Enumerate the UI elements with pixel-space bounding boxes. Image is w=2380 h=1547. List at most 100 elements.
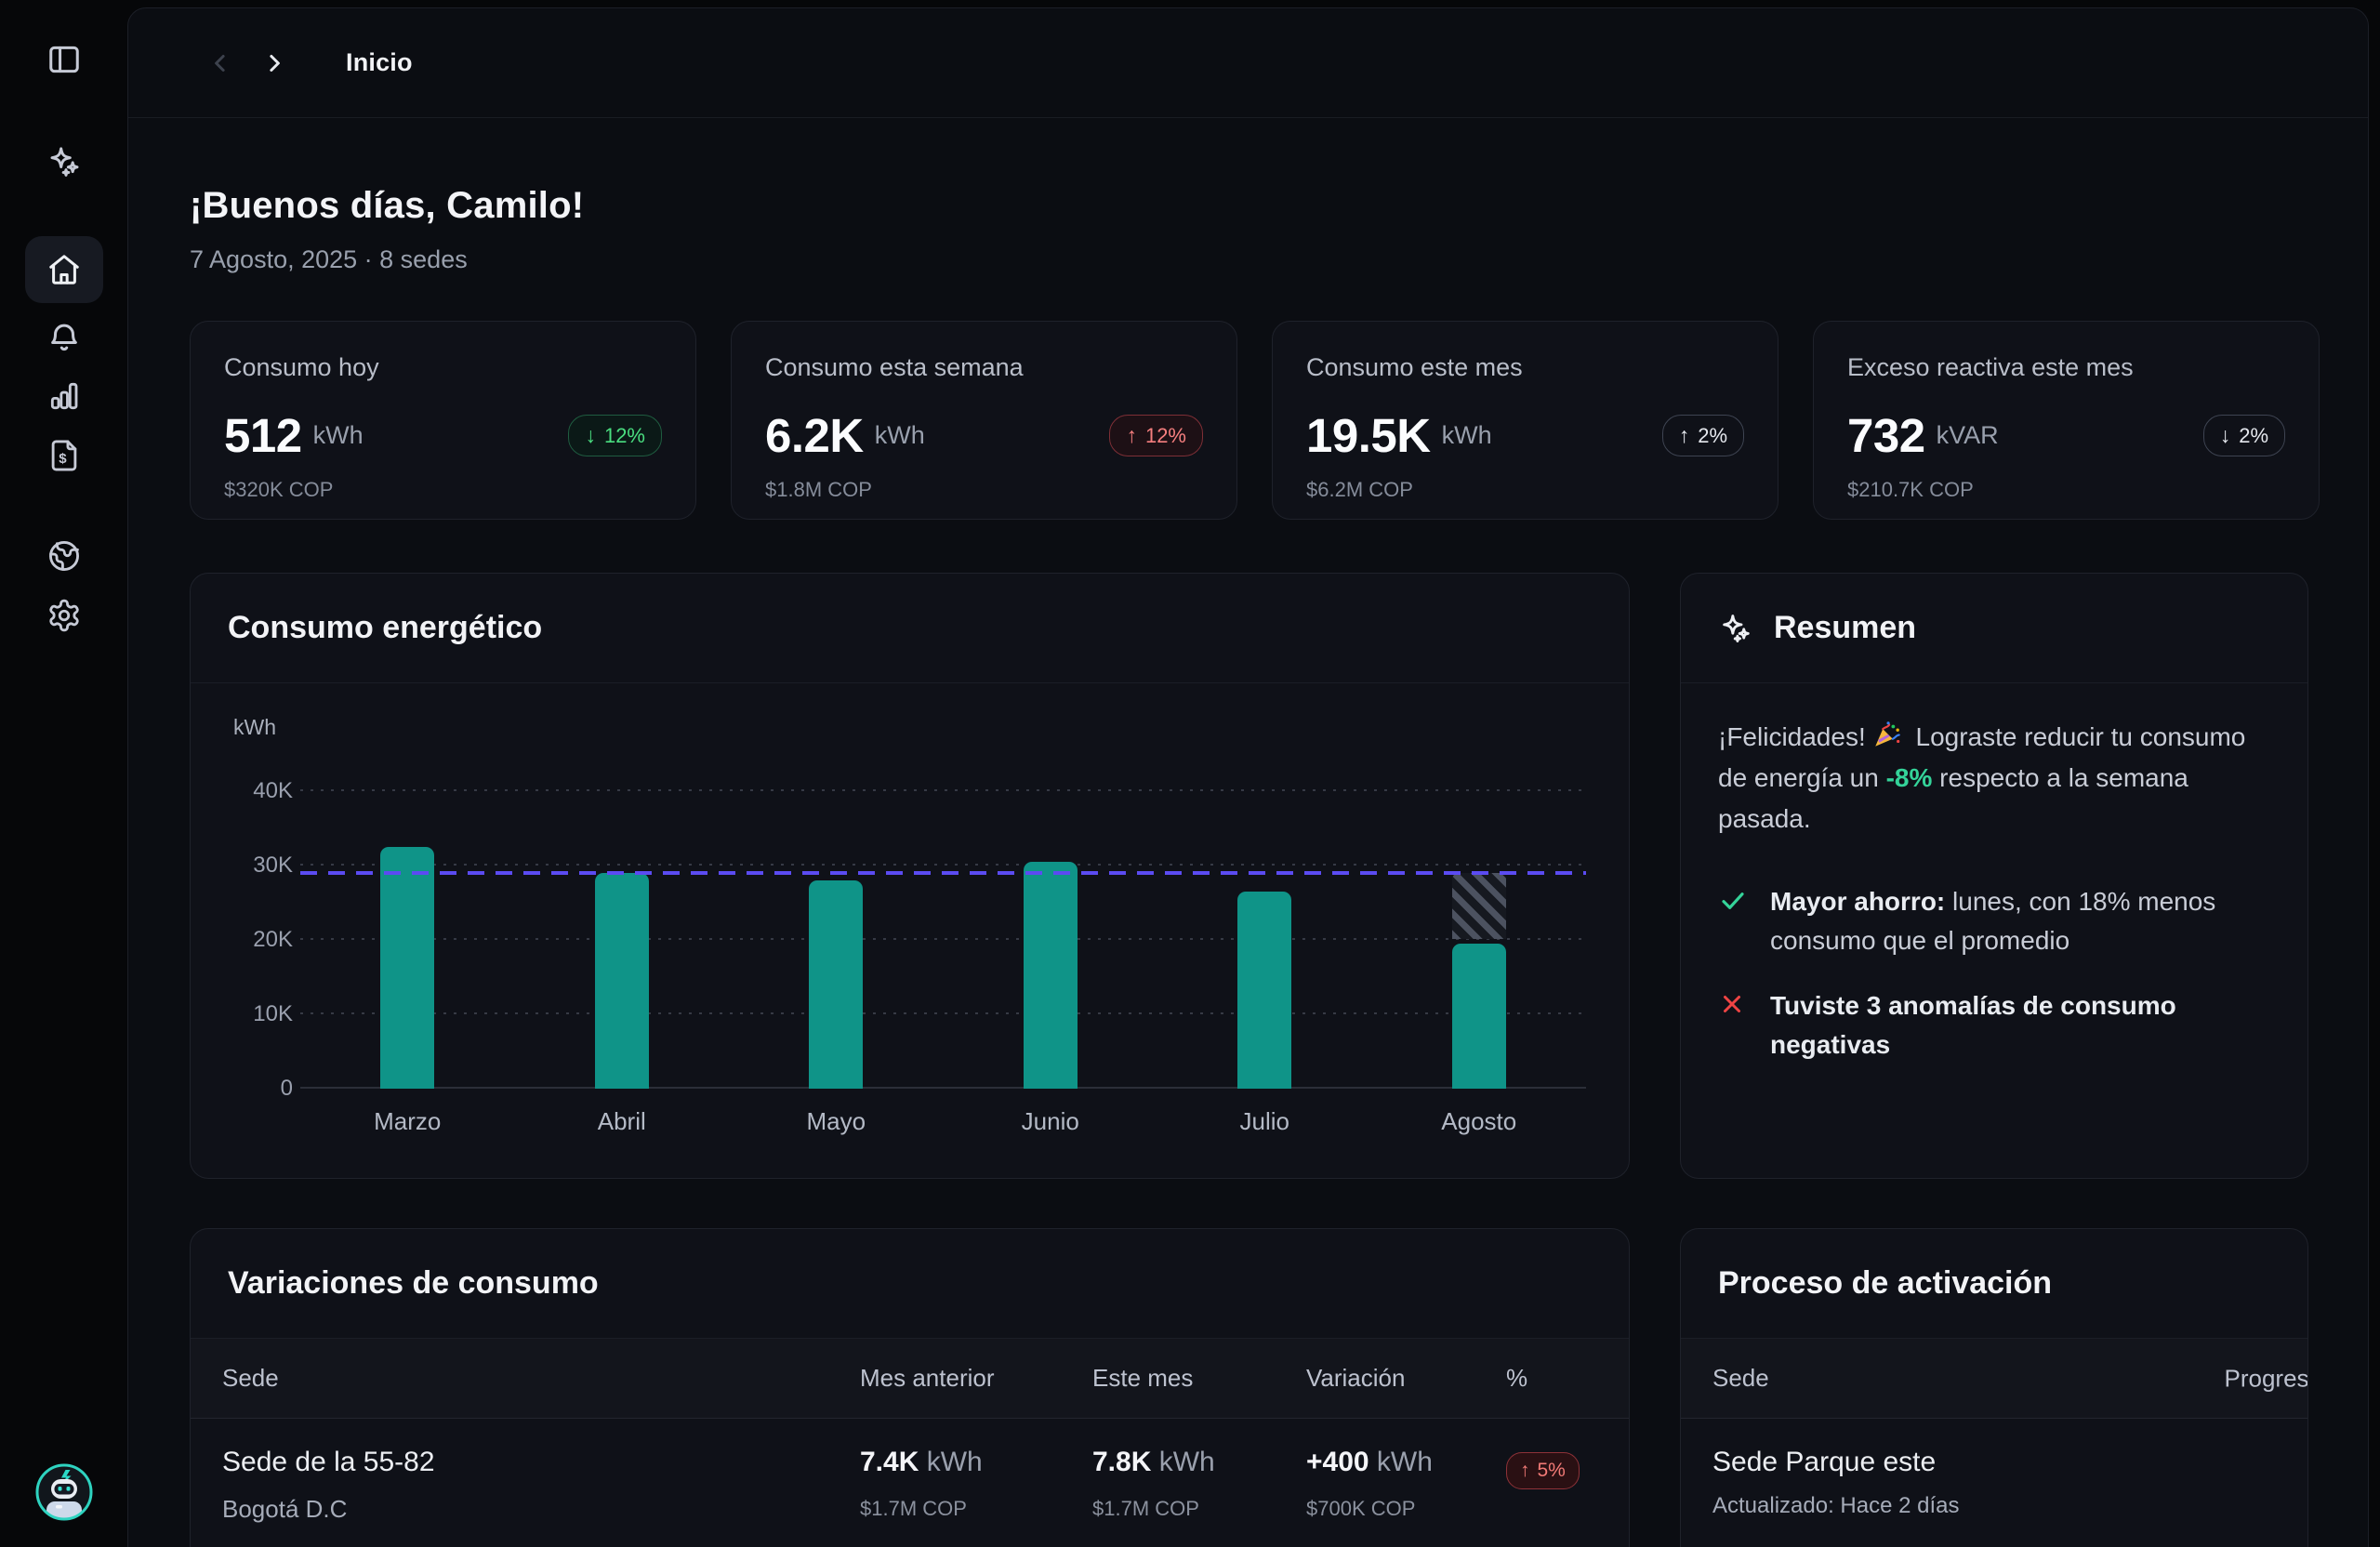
y-tick-label: 10K [253,1001,293,1026]
bar-slot-junio[interactable] [944,717,1158,1089]
trend-badge: ↑ 12% [1109,415,1203,456]
chart-title: Consumo energético [191,574,1629,683]
sidebar-item-billing[interactable]: $ [42,433,86,478]
bar-marzo [380,847,435,1089]
chart-x-axis-labels: Marzo Abril Mayo Junio Julio Agosto [300,1107,1586,1136]
sede-name: Sede de la 55-82 [222,1447,435,1477]
x-tick-label: Mayo [806,1107,866,1135]
bar-slot-agosto[interactable] [1372,717,1587,1089]
variation-badge: ↑ 5% [1506,1452,1580,1489]
kpi-value: 512 [224,409,302,462]
x-axis-line [300,1087,1586,1089]
party-popper-icon [1871,719,1903,750]
kpi-cost: $210.7K COP [1847,478,1974,501]
bar-slot-julio[interactable] [1157,717,1372,1089]
col-sede: Sede [1712,1364,1769,1392]
summary-title: Resumen [1774,610,1917,645]
kpi-cost: $1.8M COP [765,478,872,501]
home-icon [48,255,79,284]
invoice-icon: $ [51,440,76,471]
kpi-title: Consumo esta semana [765,353,1024,381]
kpi-card-consumo-hoy: Consumo hoy 512 kWh ↓ 12% $320K COP [190,321,696,520]
gridline [300,1012,1586,1014]
user-avatar[interactable] [33,1461,95,1523]
globe-icon [48,541,79,571]
y-tick-label: 40K [253,778,293,803]
sidebar-item-sites[interactable] [42,534,86,578]
bar-slot-mayo[interactable] [729,717,944,1089]
sidebar-item-settings[interactable] [42,593,86,638]
gridline [300,864,1586,866]
sidebar: $ [0,0,127,1547]
kpi-title: Consumo hoy [224,353,379,381]
highlight-percent: -8% [1885,763,1933,792]
trend-badge: ↑ 2% [1661,415,1744,456]
content-panel: Inicio ¡Buenos días, Camilo! 7 Agosto, 2… [127,7,2369,1547]
arrow-down-icon: ↓ [585,423,596,447]
gridline [300,938,1586,940]
bar-slot-marzo[interactable] [300,717,515,1089]
sede-city: Bogotá D.C [222,1495,348,1523]
sidebar-item-notifications[interactable] [42,314,86,359]
sidebar-toggle-button[interactable] [42,37,86,82]
kpi-value: 732 [1847,409,1925,462]
activation-table-header: Sede Progreso [1681,1339,2307,1419]
kpi-unit: kVAR [1936,421,1999,449]
bar-abril [594,873,649,1089]
kpi-unit: kWh [312,421,364,449]
gridline [300,789,1586,791]
col-porcentaje: % [1506,1364,1528,1392]
summary-paragraph: ¡Felicidades! Lograste reducir tu consum… [1718,717,2270,840]
sidebar-item-assistant[interactable] [42,139,86,184]
robot-avatar-icon [35,1463,92,1521]
x-tick-label: Agosto [1441,1107,1517,1135]
kpi-cost: $6.2M COP [1306,478,1413,501]
x-tick-label: Abril [597,1107,646,1135]
variations-title: Variaciones de consumo [191,1229,1629,1339]
kpi-card-consumo-semana: Consumo esta semana 6.2K kWh ↑ 12% $1.8M … [731,321,1237,520]
trend-badge: ↓ 2% [2202,415,2285,456]
chart-plot-area[interactable] [300,717,1586,1089]
col-variacion: Variación [1306,1364,1406,1392]
topbar: Inicio [128,8,2368,118]
y-tick-label: 30K [253,853,293,878]
activation-card: Proceso de activación Sede Progreso Sede… [1680,1228,2308,1547]
col-progreso: Progreso [2224,1364,2308,1392]
y-axis-unit-label: kWh [233,715,276,739]
sede-name: Sede Parque este [1712,1447,1937,1477]
breadcrumb [206,49,288,77]
energy-chart-card: Consumo energético kWh 40K 30K 20K 10K 0 Mar… [190,573,1630,1179]
bar-agosto [1451,944,1506,1089]
arrow-up-icon: ↑ [1126,423,1137,447]
x-tick-label: Junio [1021,1107,1079,1135]
sidebar-item-analytics[interactable] [42,374,86,418]
bar-mayo [809,880,864,1089]
y-tick-label: 20K [253,927,293,952]
y-tick-label: 0 [280,1076,293,1101]
bar-julio [1237,892,1292,1089]
chevron-left-icon[interactable] [206,49,234,77]
kpi-cost: $320K COP [224,478,334,501]
sidebar-item-home[interactable] [24,236,103,303]
chart-y-axis: kWh 40K 30K 20K 10K 0 [228,715,300,1101]
bar-chart-icon [50,382,77,410]
summary-item-negative: Tuviste 3 anomalías de consumo negativas [1718,986,2270,1064]
reference-dashed-line [300,871,1586,875]
sede-updated: Actualizado: Hace 2 días [1712,1493,1960,1518]
chevron-right-icon[interactable] [260,49,288,77]
kpi-card-consumo-mes: Consumo este mes 19.5K kWh ↑ 2% $6.2M COP [1272,321,1778,520]
col-este-mes: Este mes [1092,1364,1194,1392]
x-tick-label: Marzo [374,1107,442,1135]
gear-icon [48,599,79,632]
kpi-title: Exceso reactiva este mes [1847,353,2134,381]
table-row[interactable]: Sede de la 55-82 Bogotá D.C 7.4K kWh $1.… [191,1419,1629,1524]
kpi-card-exceso-reactiva: Exceso reactiva este mes 732 kVAR ↓ 2% $2… [1813,321,2320,520]
table-row[interactable]: Sede Parque este Actualizado: Hace 2 día… [1681,1419,2307,1519]
variations-card: Variaciones de consumo Sede Mes anterior… [190,1228,1630,1547]
bar-slot-abril[interactable] [515,717,730,1089]
kpi-unit: kWh [874,421,925,449]
check-icon [1718,882,1752,960]
col-mes-anterior: Mes anterior [860,1364,995,1392]
kpi-row: Consumo hoy 512 kWh ↓ 12% $320K COP Consu… [190,321,2320,520]
trend-badge: ↓ 12% [568,415,662,456]
